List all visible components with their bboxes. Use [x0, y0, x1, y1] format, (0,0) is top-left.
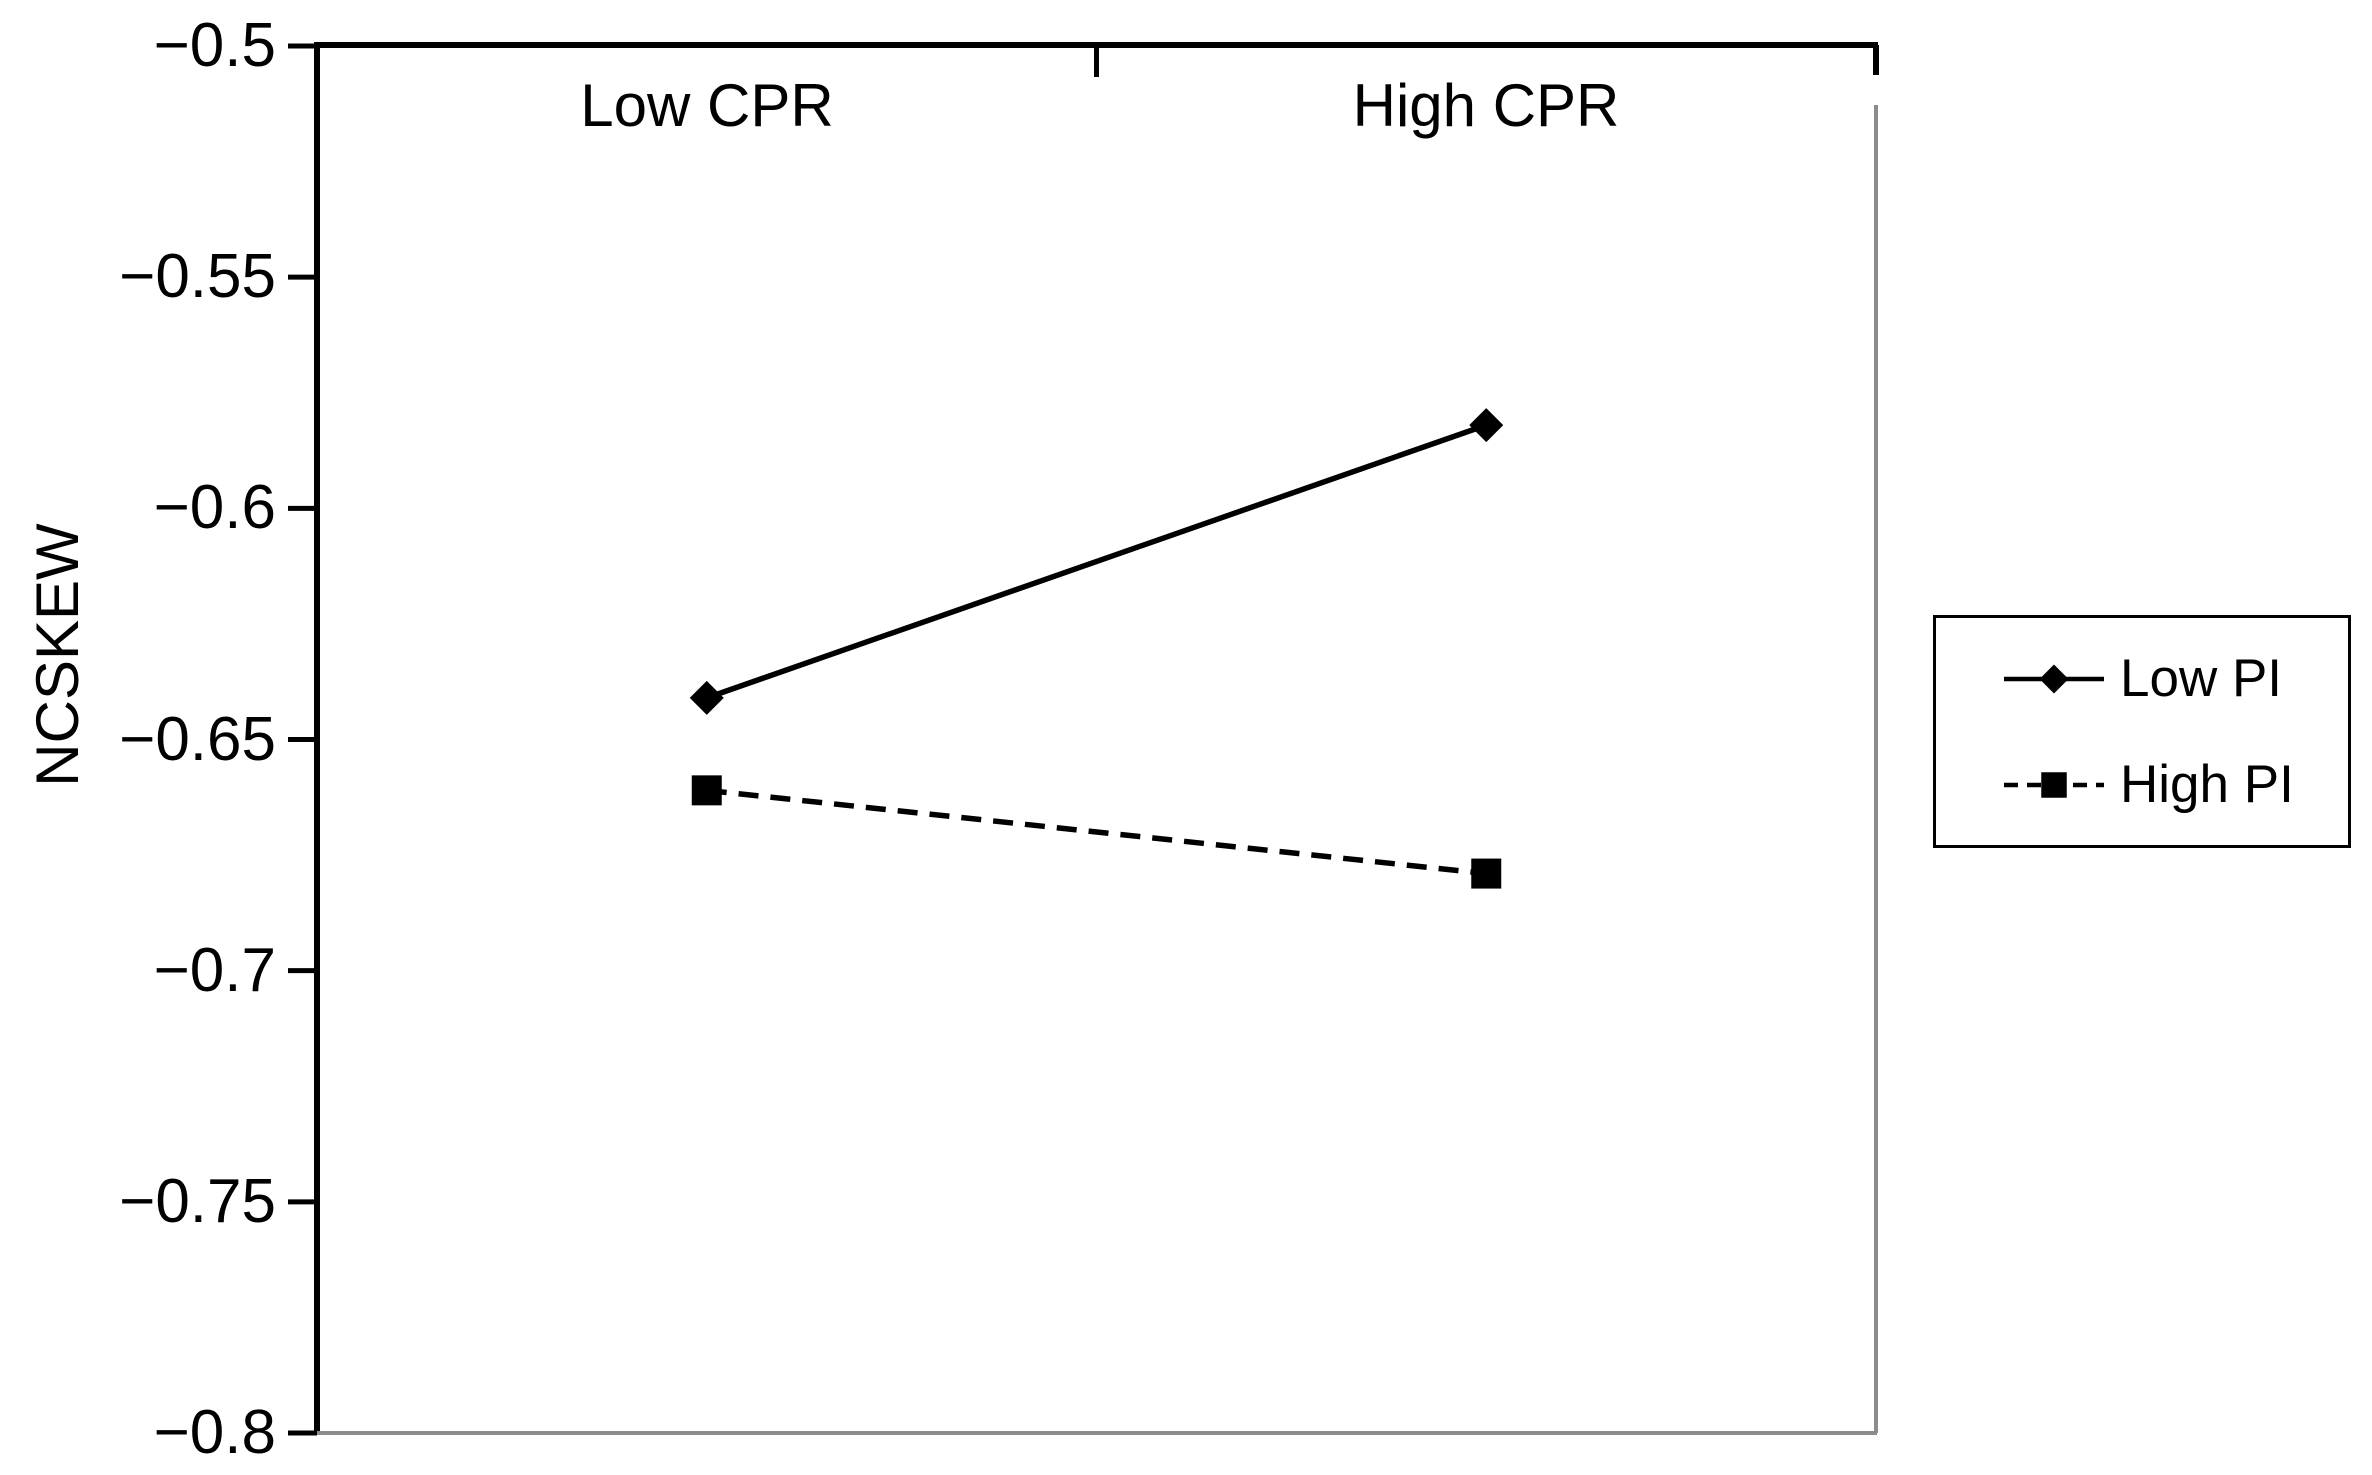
- y-tick-label: −0.7: [153, 935, 276, 1005]
- data-point-marker-diamond: [1469, 408, 1504, 443]
- legend-swatch-dashed-square-icon: [2004, 771, 2104, 798]
- x-category-label-high-cpr: High CPR: [1352, 72, 1620, 139]
- y-tick-label: −0.5: [153, 11, 276, 80]
- data-point-marker-square: [691, 775, 722, 806]
- data-point-marker-diamond: [689, 680, 724, 715]
- y-tick-label: −0.65: [119, 704, 276, 774]
- legend-item-low-pi: Low PI: [2004, 648, 2348, 708]
- y-tick-label: −0.55: [119, 242, 276, 312]
- x-category-label-low-cpr: Low CPR: [580, 72, 834, 139]
- legend-label-high-pi: High PI: [2120, 754, 2294, 814]
- legend-item-high-pi: High PI: [2004, 754, 2348, 814]
- series-low-pi: [689, 408, 1504, 715]
- legend-box: Low PI High PI: [1933, 615, 2351, 848]
- y-tick-label: −0.8: [153, 1398, 276, 1467]
- legend-swatch-solid-diamond-icon: [2004, 664, 2104, 693]
- legend-label-low-pi: Low PI: [2120, 648, 2283, 708]
- series-high-pi: [691, 775, 1502, 889]
- y-tick-label: −0.75: [119, 1166, 276, 1236]
- y-axis-title: NCSKEW: [24, 523, 91, 787]
- data-point-marker-square: [1471, 858, 1502, 889]
- y-tick-label: −0.6: [153, 473, 276, 543]
